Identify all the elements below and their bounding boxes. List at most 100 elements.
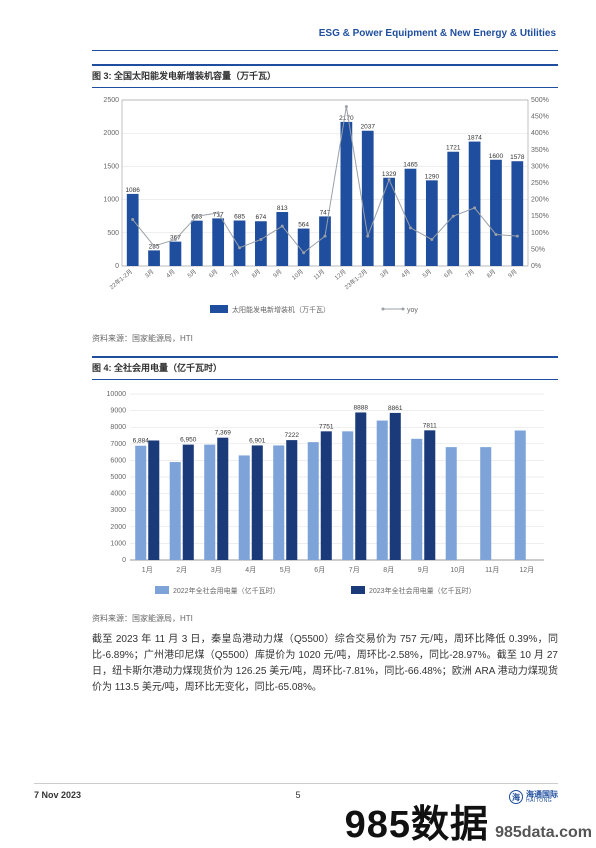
svg-text:6,884: 6,884 [133,438,150,445]
svg-text:23年1-2月: 23年1-2月 [343,267,369,291]
svg-text:yoy: yoy [407,307,418,314]
svg-text:6月: 6月 [208,268,220,279]
svg-text:1874: 1874 [467,135,482,142]
svg-text:7月: 7月 [229,268,241,279]
svg-text:7751: 7751 [319,423,334,430]
page-header: ESG & Power Equipment & New Energy & Uti… [319,28,556,39]
svg-text:250%: 250% [531,180,549,187]
svg-text:8月: 8月 [486,268,498,279]
svg-text:6000: 6000 [110,457,126,464]
svg-text:1329: 1329 [382,171,397,178]
svg-text:4月: 4月 [400,268,412,279]
svg-text:9月: 9月 [418,566,429,574]
svg-text:1721: 1721 [446,145,461,152]
svg-text:564: 564 [298,222,309,229]
svg-text:7000: 7000 [110,441,126,448]
fig3-source: 资料来源：国家能源局，HTI [92,333,558,344]
svg-text:500: 500 [107,230,119,237]
svg-text:3月: 3月 [379,268,391,279]
body-paragraph: 截至 2023 年 11 月 3 日，秦皇岛港动力煤（Q5500）综合交易价为 … [92,632,558,696]
svg-text:太阳能发电新增装机（万千瓦）: 太阳能发电新增装机（万千瓦） [232,305,330,314]
svg-text:7811: 7811 [423,422,437,429]
fig3-plot: 050010001500200025000%50%100%150%200%250… [92,92,558,327]
svg-text:0: 0 [115,263,119,270]
svg-text:200%: 200% [531,197,549,204]
header-rule [92,50,558,51]
svg-text:1500: 1500 [103,163,119,170]
svg-text:8月: 8月 [383,566,394,574]
svg-text:12月: 12月 [519,566,534,574]
svg-text:0: 0 [122,557,126,564]
svg-text:685: 685 [234,214,245,221]
svg-text:1465: 1465 [403,162,418,169]
svg-text:8861: 8861 [388,405,403,412]
svg-text:1600: 1600 [489,153,504,160]
svg-text:9000: 9000 [110,408,126,415]
figure-3: 图 3: 全国太阳能发电新增装机容量（万千瓦） 0500100015002000… [92,64,558,344]
svg-text:11月: 11月 [312,268,326,281]
fig4-rule-bottom [92,379,558,380]
svg-text:1086: 1086 [125,187,140,194]
svg-text:10月: 10月 [450,566,465,574]
svg-text:11月: 11月 [485,566,499,574]
svg-text:100%: 100% [531,230,549,237]
svg-text:7,369: 7,369 [215,430,232,437]
svg-text:1000: 1000 [110,540,126,547]
svg-text:9月: 9月 [507,268,519,279]
svg-text:3月: 3月 [211,566,222,574]
svg-text:2500: 2500 [103,97,119,104]
svg-text:1290: 1290 [425,173,440,180]
svg-text:2022年全社会用电量（亿千瓦时）: 2022年全社会用电量（亿千瓦时） [173,586,280,595]
svg-text:2000: 2000 [110,524,126,531]
svg-text:5月: 5月 [421,268,433,279]
svg-text:1000: 1000 [103,197,119,204]
svg-text:813: 813 [277,205,288,212]
fig4-title: 图 4: 全社会用电量（亿千瓦时） [92,361,558,376]
fig4-rule-top [92,356,558,358]
svg-text:4月: 4月 [165,268,177,279]
svg-text:4月: 4月 [245,566,256,574]
fig4-plot: 0 1000 2000 3000 4000 5000 6000 7000 8000 9000 100… [92,384,558,607]
svg-text:3月: 3月 [144,268,156,279]
svg-text:22年1-2月: 22年1-2月 [108,267,134,291]
svg-text:7222: 7222 [285,432,300,439]
svg-text:9月: 9月 [272,268,284,279]
svg-text:50%: 50% [531,246,545,253]
svg-text:5月: 5月 [186,268,198,279]
svg-text:400%: 400% [531,130,549,137]
svg-text:8月: 8月 [251,268,263,279]
svg-text:674: 674 [255,214,266,221]
svg-text:2170: 2170 [339,115,354,122]
watermark: 985数据 985data.com [345,793,592,848]
svg-text:2月: 2月 [176,566,187,574]
figure-4: 图 4: 全社会用电量（亿千瓦时） 0 1000 2000 3000 4000 5000 6… [92,356,558,624]
watermark-small: 985data.com [495,824,592,842]
svg-text:7月: 7月 [349,566,360,574]
fig3-rule-bottom [92,87,558,88]
watermark-big: 985数据 [345,793,489,848]
svg-text:6,901: 6,901 [249,437,266,444]
svg-text:4000: 4000 [110,491,126,498]
svg-text:5月: 5月 [280,566,291,574]
svg-text:350%: 350% [531,147,549,154]
svg-text:5000: 5000 [110,474,126,481]
svg-text:12月: 12月 [333,268,347,282]
svg-text:7月: 7月 [464,268,476,279]
svg-text:10月: 10月 [291,268,305,282]
svg-text:3000: 3000 [110,507,126,514]
svg-text:8888: 8888 [354,404,369,411]
fig3-title: 图 3: 全国太阳能发电新增装机容量（万千瓦） [92,69,558,84]
svg-text:150%: 150% [531,213,549,220]
fig3-rule-top [92,64,558,66]
svg-text:500%: 500% [531,97,549,104]
fig4-source: 资料来源：国家能源局，HTI [92,613,558,624]
svg-text:6,950: 6,950 [180,437,197,444]
svg-text:10000: 10000 [107,391,127,398]
footer-page-number: 5 [295,790,300,800]
svg-text:6月: 6月 [314,566,325,574]
svg-text:300%: 300% [531,163,549,170]
svg-text:450%: 450% [531,114,549,121]
svg-text:8000: 8000 [110,424,126,431]
svg-text:0%: 0% [531,263,541,270]
footer-rule [34,783,558,784]
